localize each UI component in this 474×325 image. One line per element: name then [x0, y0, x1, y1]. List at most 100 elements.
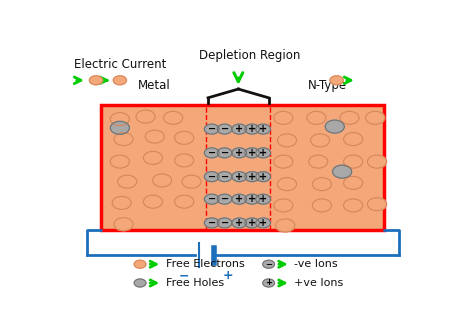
Circle shape — [365, 111, 385, 124]
Text: +: + — [259, 194, 267, 204]
Circle shape — [274, 155, 293, 168]
Text: −: − — [220, 172, 228, 182]
Circle shape — [110, 155, 129, 168]
Text: Metal: Metal — [137, 79, 170, 92]
Text: +: + — [248, 172, 256, 182]
Text: +: + — [223, 269, 234, 282]
Circle shape — [245, 124, 259, 134]
Text: +: + — [235, 218, 243, 228]
Circle shape — [204, 124, 219, 134]
Circle shape — [309, 155, 328, 168]
Text: Free Holes: Free Holes — [166, 278, 224, 288]
Circle shape — [232, 194, 246, 204]
Text: −: − — [208, 172, 216, 182]
Bar — [101, 105, 384, 230]
Circle shape — [182, 175, 201, 188]
Circle shape — [263, 260, 274, 268]
Text: −: − — [220, 218, 228, 228]
Circle shape — [344, 155, 363, 168]
Circle shape — [367, 155, 387, 168]
Circle shape — [256, 218, 271, 228]
Circle shape — [113, 76, 127, 85]
Circle shape — [245, 148, 259, 158]
Circle shape — [307, 111, 326, 124]
Circle shape — [136, 110, 155, 123]
Circle shape — [277, 134, 297, 147]
Text: Depletion Region: Depletion Region — [199, 49, 300, 62]
Circle shape — [204, 218, 219, 228]
Text: Electric Current: Electric Current — [74, 58, 166, 71]
Text: +: + — [235, 194, 243, 204]
Circle shape — [344, 176, 363, 189]
Circle shape — [333, 165, 352, 178]
Text: +: + — [235, 124, 243, 134]
Circle shape — [164, 111, 182, 124]
Circle shape — [232, 148, 246, 158]
Text: Free Electrons: Free Electrons — [166, 259, 245, 269]
Circle shape — [174, 131, 194, 144]
Circle shape — [217, 172, 232, 182]
Circle shape — [232, 218, 246, 228]
Text: −: − — [220, 148, 228, 158]
Circle shape — [340, 111, 359, 124]
Circle shape — [310, 134, 329, 147]
Circle shape — [277, 178, 297, 191]
Text: +: + — [248, 194, 256, 204]
Text: −: − — [208, 194, 216, 204]
Circle shape — [217, 124, 232, 134]
Circle shape — [90, 76, 102, 85]
Circle shape — [204, 172, 219, 182]
Circle shape — [174, 154, 194, 167]
Circle shape — [256, 172, 271, 182]
Text: −: − — [220, 194, 228, 204]
Text: −: − — [220, 124, 228, 134]
Circle shape — [245, 194, 259, 204]
Circle shape — [217, 218, 232, 228]
Text: +: + — [235, 148, 243, 158]
Text: −: − — [208, 124, 216, 134]
Circle shape — [344, 199, 363, 212]
Circle shape — [204, 148, 219, 158]
Circle shape — [114, 133, 133, 146]
Circle shape — [256, 148, 271, 158]
Circle shape — [174, 195, 194, 208]
Circle shape — [263, 279, 274, 287]
Circle shape — [110, 112, 129, 125]
Text: +: + — [259, 172, 267, 182]
Circle shape — [204, 194, 219, 204]
Text: -ve Ions: -ve Ions — [294, 259, 338, 269]
Circle shape — [367, 198, 387, 211]
Circle shape — [145, 130, 164, 143]
Text: +: + — [248, 124, 256, 134]
Text: N-Type: N-Type — [308, 79, 347, 92]
Circle shape — [110, 121, 129, 134]
Circle shape — [134, 260, 146, 268]
Text: +: + — [248, 148, 256, 158]
Circle shape — [114, 218, 133, 231]
Circle shape — [112, 196, 131, 209]
Circle shape — [232, 124, 246, 134]
Text: +: + — [248, 218, 256, 228]
Circle shape — [232, 172, 246, 182]
Circle shape — [143, 151, 163, 164]
Text: +: + — [235, 172, 243, 182]
Circle shape — [325, 120, 344, 133]
Circle shape — [344, 133, 363, 146]
Text: −: − — [265, 260, 272, 269]
Text: −: − — [179, 269, 190, 282]
Circle shape — [143, 195, 163, 208]
Text: +ve Ions: +ve Ions — [294, 278, 344, 288]
Text: +: + — [259, 148, 267, 158]
Circle shape — [256, 124, 271, 134]
Circle shape — [330, 76, 343, 85]
Text: −: − — [208, 148, 216, 158]
Text: +: + — [259, 124, 267, 134]
Text: +: + — [265, 279, 272, 288]
Circle shape — [312, 199, 331, 212]
Circle shape — [153, 174, 172, 187]
Circle shape — [245, 172, 259, 182]
Circle shape — [274, 111, 293, 124]
Circle shape — [312, 178, 331, 191]
Circle shape — [245, 218, 259, 228]
Circle shape — [217, 148, 232, 158]
